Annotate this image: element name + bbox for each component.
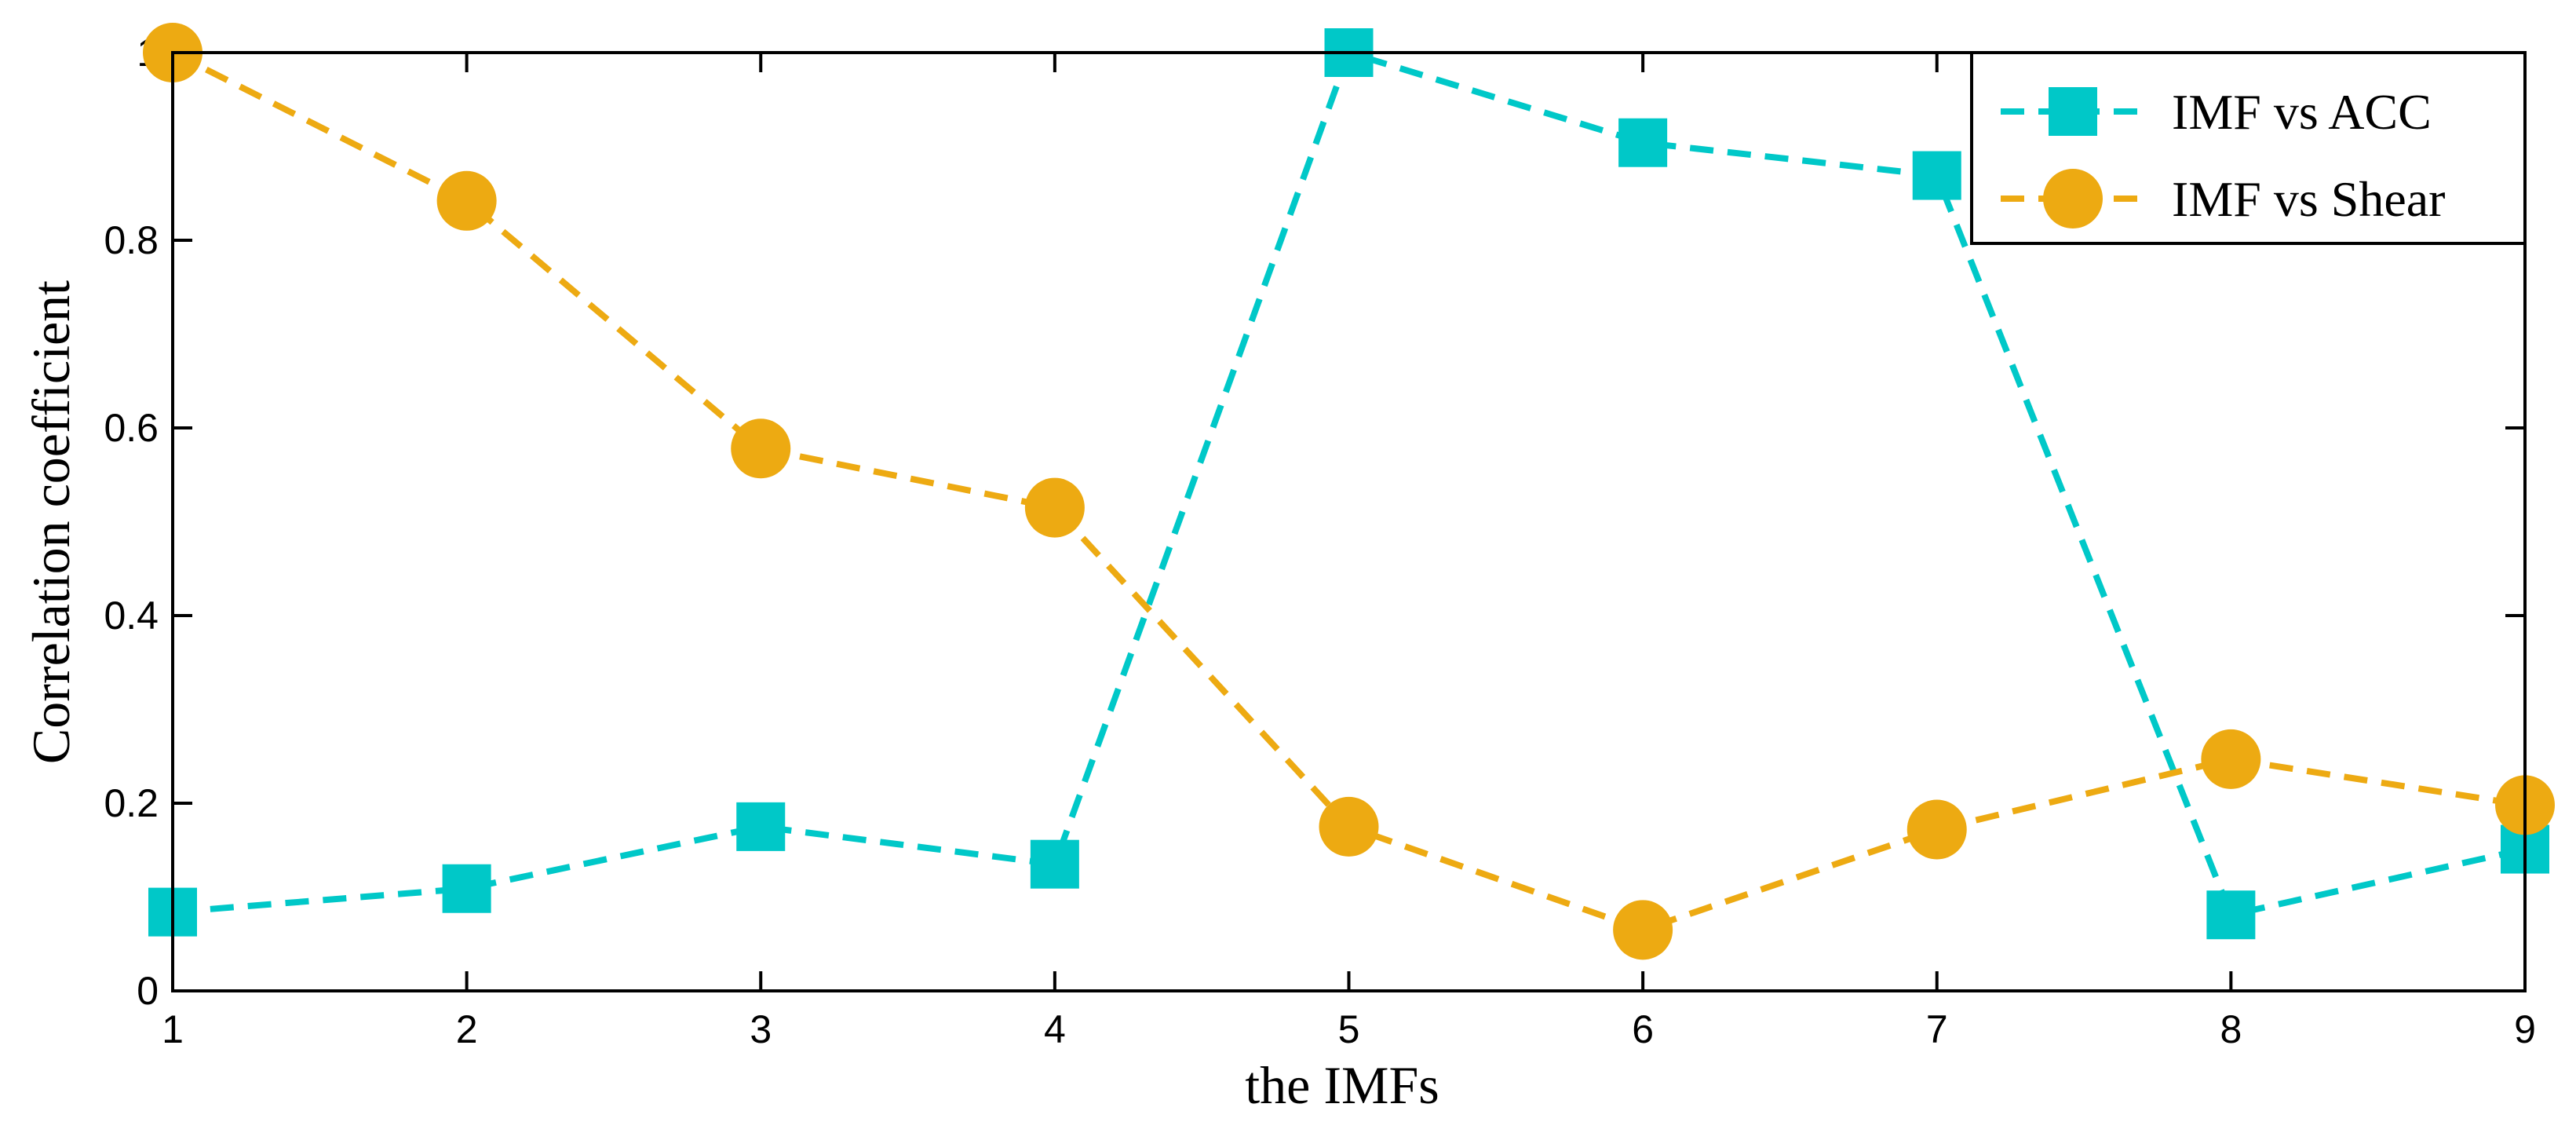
y-tick-label: 0.6 [104,406,159,450]
x-tick-label: 8 [2220,1007,2242,1051]
plot-frame [171,51,2527,992]
legend-marker [2043,169,2103,228]
x-axis-label: the IMFs [1245,1055,1439,1115]
y-tick-label: 0.8 [104,218,159,262]
y-tick-label: 0.2 [104,781,159,825]
x-tick-label: 3 [750,1007,772,1051]
legend-label: IMF vs ACC [2172,84,2432,140]
x-tick-label: 1 [162,1007,184,1051]
marker [2201,729,2261,789]
y-tick-label: 0.4 [104,594,159,638]
x-tick-label: 5 [1338,1007,1360,1051]
marker [436,170,497,231]
legend-marker [2049,87,2097,136]
x-tick-label: 2 [456,1007,478,1051]
marker [1030,839,1079,889]
marker [1613,900,1673,960]
x-tick-label: 6 [1632,1007,1654,1051]
marker [1912,151,1961,200]
marker [1906,799,1967,860]
x-tick-label: 7 [1926,1007,1948,1051]
x-tick-label: 4 [1044,1007,1066,1051]
marker [2206,890,2256,940]
marker [731,418,791,479]
x-tick-label: 9 [2514,1007,2536,1051]
marker [1319,796,1379,857]
marker [1618,118,1668,167]
marker [1024,477,1085,538]
legend-label: IMF vs Shear [2172,171,2445,227]
y-tick-label: 0 [137,969,159,1013]
y-axis-label: Correlation coefficient [21,280,81,764]
marker [442,864,491,913]
marker [736,802,786,851]
